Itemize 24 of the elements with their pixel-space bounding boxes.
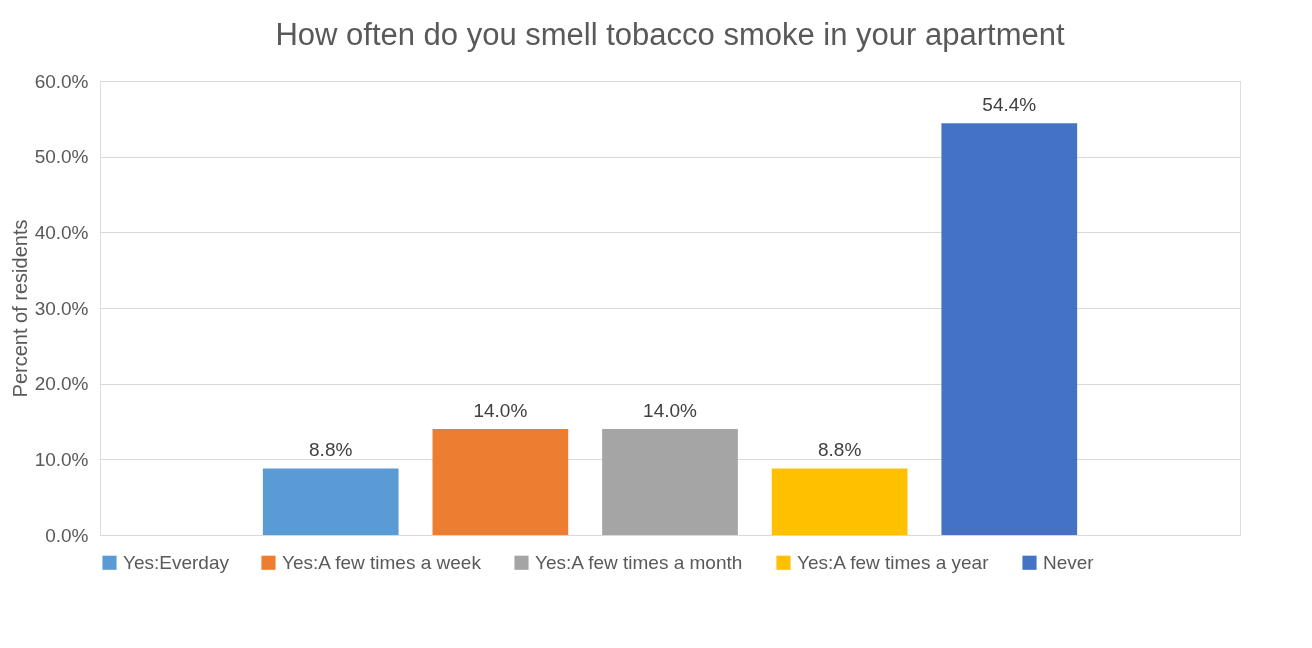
data-label: 14.0% (473, 400, 528, 422)
legend-label: Yes:A few times a month (535, 551, 743, 573)
bar (771, 468, 908, 535)
bar (262, 468, 399, 535)
data-label: 14.0% (643, 400, 698, 422)
legend-label: Yes:A few times a week (282, 551, 482, 573)
bar (432, 429, 569, 535)
data-label: 8.8% (817, 439, 862, 461)
legend-label: Yes:A few times a year (797, 551, 990, 573)
y-tick-label: 20.0% (34, 373, 89, 395)
data-label: 8.8% (309, 439, 353, 461)
y-tick-label: 0.0% (45, 524, 89, 546)
y-tick-label: 50.0% (34, 146, 89, 168)
y-tick-label: 30.0% (34, 297, 89, 319)
y-tick-label: 40.0% (34, 221, 89, 243)
data-label: 54.4% (982, 94, 1037, 116)
bar (602, 429, 738, 535)
y-tick-label: 10.0% (34, 448, 89, 470)
y-tick-label: 60.0% (34, 70, 89, 92)
bar (941, 123, 1078, 535)
legend-label: Never (1043, 551, 1095, 573)
chart-title: How often do you smell tobacco smoke in your apartment (275, 17, 1065, 52)
legend-label: Yes:Everday (123, 551, 230, 573)
y-axis-title: Percent of residents (8, 219, 31, 398)
